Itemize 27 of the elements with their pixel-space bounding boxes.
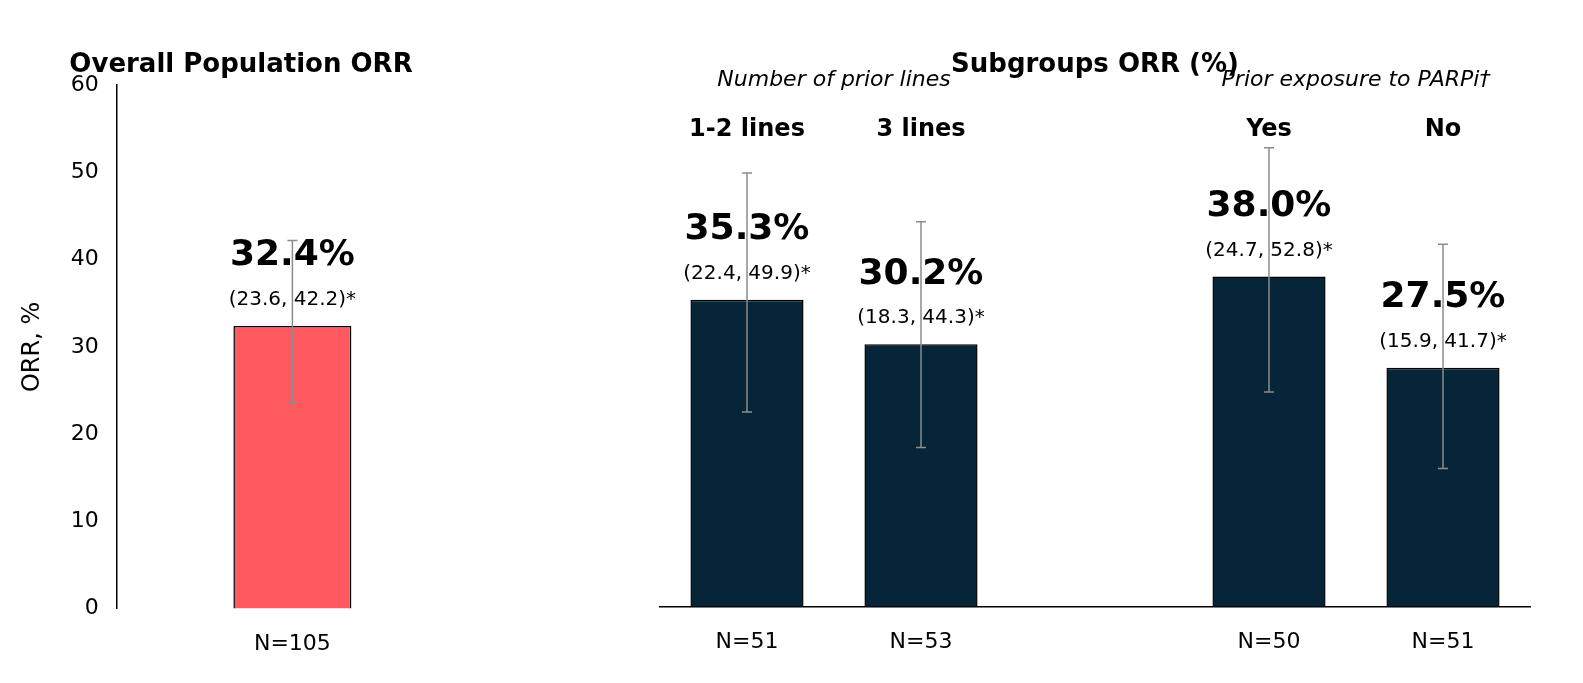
annotation: Yes [1245,114,1292,143]
y-tick-label: 30 [70,332,99,358]
x-tick-label: N=53 [889,627,953,653]
x-tick-label: N=50 [1237,627,1301,653]
data-label: 32.4% [229,232,355,274]
y-tick-label: 50 [70,158,99,184]
data-label: 27.5% [1380,273,1506,315]
x-tick-label: N=105 [253,629,331,655]
data-label: 38.0% [1206,182,1332,224]
annotation: Number of prior lines [717,65,951,91]
x-tick-label: N=51 [715,627,779,653]
y-tick-label: 20 [70,419,99,445]
data-label: 35.3% [684,206,810,248]
y-tick-label: 40 [70,245,99,271]
annotation: (15.9, 41.7)* [1379,327,1507,352]
data-label: 30.2% [858,250,984,292]
annotation: (22.4, 49.9)* [683,260,811,285]
y-tick-label: 10 [70,507,99,533]
x-tick-label: N=51 [1411,627,1475,653]
y-tick-label: 0 [84,594,99,620]
annotation: (24.7, 52.8)* [1205,236,1333,261]
annotation: No [1424,114,1462,143]
annotation: (23.6, 42.2)* [228,286,357,311]
annotation: (18.3, 44.3)* [857,304,985,329]
annotation: 3 lines [876,114,966,143]
annotation: 1-2 lines [689,114,805,143]
y-axis-title: ORR, % [16,301,45,393]
